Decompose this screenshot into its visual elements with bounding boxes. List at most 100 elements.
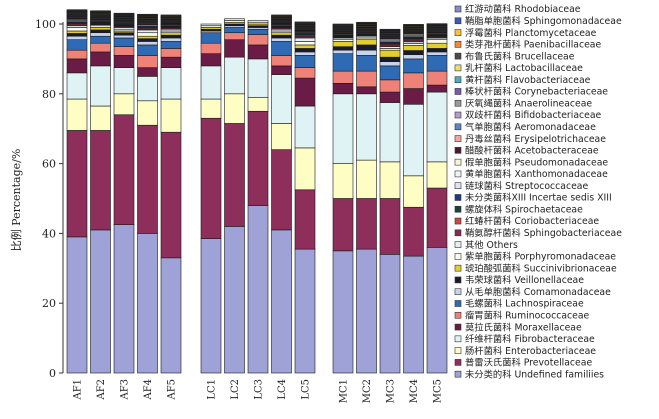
bar-segment xyxy=(294,48,316,53)
legend-swatch xyxy=(454,217,462,225)
x-tick-label: LC5 xyxy=(301,379,312,400)
legend-swatch xyxy=(454,276,462,284)
bar-segment xyxy=(160,48,182,58)
bar-segment xyxy=(332,49,354,54)
bar-segment xyxy=(247,110,269,206)
bar-segment xyxy=(137,67,158,77)
bar-segment xyxy=(271,229,292,374)
legend-swatch xyxy=(454,229,462,237)
bar-segment xyxy=(200,117,222,239)
bar-segment xyxy=(137,44,158,56)
bar-segment xyxy=(379,56,401,62)
bar-segment xyxy=(426,23,448,25)
x-tick-label: MC5 xyxy=(433,379,444,403)
bar-segment xyxy=(90,65,111,107)
bar-segment xyxy=(160,257,182,374)
bar-segment xyxy=(160,14,182,16)
bar-segment xyxy=(90,29,111,34)
x-tick-label: MC1 xyxy=(339,379,350,403)
bar-segment xyxy=(403,50,424,56)
legend-swatch xyxy=(454,123,462,131)
legend-label: 红游动菌科 Rhodobiaceae xyxy=(465,3,581,15)
bar-segment xyxy=(113,114,135,225)
legend-swatch xyxy=(454,335,462,343)
bar-segment xyxy=(271,32,292,36)
bar-segment xyxy=(294,105,316,149)
legend-swatch xyxy=(454,182,462,189)
y-tick-label: 60 xyxy=(42,158,56,171)
bar-segment xyxy=(332,83,354,95)
bar-segment xyxy=(113,224,135,374)
bar-segment xyxy=(379,49,401,58)
bar-segment xyxy=(426,55,448,72)
bar-segment xyxy=(224,123,245,227)
bar-segment xyxy=(294,248,316,374)
y-tick-label: 80 xyxy=(42,88,56,101)
bar-segment xyxy=(379,198,401,255)
legend-label: 鞘氨醇杆菌科 Sphingobacteriaceae xyxy=(465,227,622,239)
bar-segment xyxy=(356,70,377,88)
x-tick-label: AF2 xyxy=(96,379,107,401)
bar-segment xyxy=(200,42,222,54)
bar-segment xyxy=(200,238,222,374)
bar-segment xyxy=(113,55,135,68)
bar-segment xyxy=(271,41,292,56)
bar-segment xyxy=(160,37,182,42)
bar-segment xyxy=(160,34,182,39)
bar-segment xyxy=(66,58,88,74)
bar-segment xyxy=(90,130,111,231)
bar-segment xyxy=(379,91,401,103)
bar-segment xyxy=(160,41,182,49)
bar-segment xyxy=(247,58,269,98)
legend-label: 气单胞菌科 Aeromonadaceae xyxy=(465,121,596,133)
legend-label: 浮霉菌科 Planctomycetaceae xyxy=(465,27,597,39)
legend-label: 布鲁氏菌科 Brucellaceae xyxy=(465,50,575,62)
bar-segment xyxy=(356,55,377,72)
bar-segment xyxy=(403,44,424,51)
bar-segment xyxy=(332,250,354,374)
bar-segment xyxy=(294,77,316,107)
bar-segment xyxy=(332,163,354,199)
legend-label: 肠杆菌科 Enterobacteriaceae xyxy=(465,345,596,357)
bar-segment xyxy=(271,123,292,150)
x-tick-label: MC2 xyxy=(362,379,373,403)
x-tick-label: AF5 xyxy=(167,379,178,401)
bar-segment xyxy=(66,30,88,34)
bar-segment xyxy=(90,32,111,37)
bar-segment xyxy=(160,131,182,259)
bar-segment xyxy=(137,35,158,39)
bar-segment xyxy=(247,20,269,23)
bar-segment xyxy=(294,67,316,79)
bar-segment xyxy=(224,27,245,34)
bar-segment xyxy=(403,88,424,105)
legend-label: 假单胞菌科 Pseudomonadaceae xyxy=(465,156,608,168)
legend-swatch xyxy=(454,147,462,154)
bar-segment xyxy=(356,159,377,199)
bar-segment xyxy=(200,32,222,44)
legend-label: 纤维杆菌科 Fibrobacteraceae xyxy=(465,333,595,345)
bar-segment xyxy=(113,32,135,36)
bar-segment xyxy=(403,54,424,60)
legend-swatch xyxy=(454,300,462,307)
bar-segment xyxy=(426,51,448,56)
x-tick-label: LC4 xyxy=(277,379,288,400)
y-tick-label: 20 xyxy=(42,297,56,310)
bar-segment xyxy=(294,37,316,42)
bar-segment xyxy=(66,130,88,238)
bar-segment xyxy=(356,248,377,374)
legend-swatch xyxy=(454,5,462,13)
bar-segment xyxy=(200,98,222,119)
bar-segment xyxy=(90,229,111,374)
legend-swatch xyxy=(454,205,462,213)
bar-segment xyxy=(356,21,377,24)
y-tick-label: 40 xyxy=(42,227,56,240)
bar-segment xyxy=(247,28,269,35)
legend-swatch xyxy=(454,158,462,166)
bar-segment xyxy=(224,32,245,41)
legend-label: 韦荣球菌科 Veillonellaceae xyxy=(465,274,584,286)
bar-segment xyxy=(200,53,222,67)
bar-segment xyxy=(379,79,401,93)
legend-swatch xyxy=(454,17,462,25)
legend-swatch xyxy=(454,29,462,36)
bar-segment xyxy=(426,247,448,374)
